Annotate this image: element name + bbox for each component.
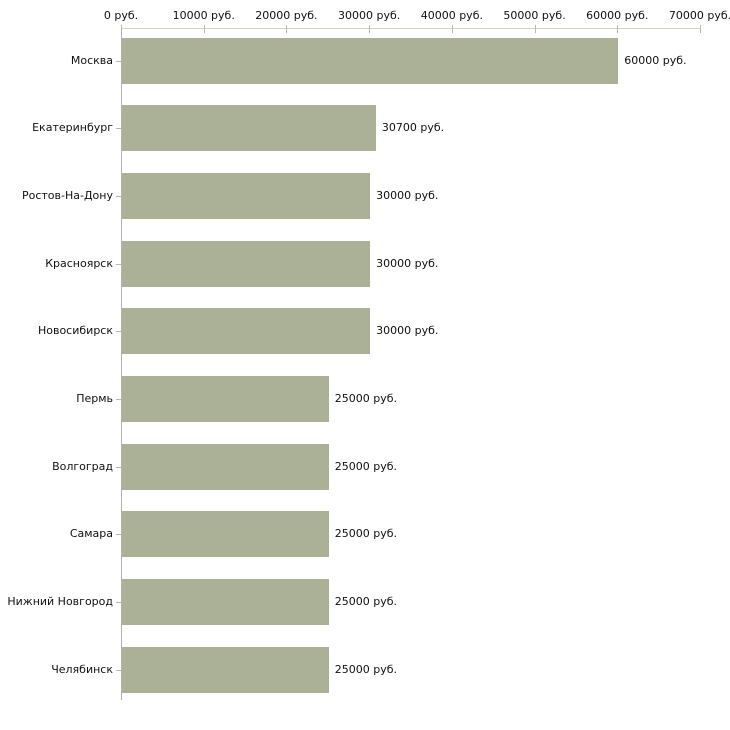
bar xyxy=(122,172,371,219)
value-label: 25000 руб. xyxy=(334,459,398,473)
value-label: 30000 руб. xyxy=(376,256,439,270)
category-tick xyxy=(116,399,121,400)
value-label: 30700 руб. xyxy=(381,121,445,135)
category-label: Челябинск xyxy=(51,662,113,676)
x-axis-tick-label: 30000 руб. xyxy=(338,9,401,22)
category-tick xyxy=(116,263,121,265)
x-axis-tick xyxy=(617,25,619,33)
value-label: 60000 руб. xyxy=(624,53,687,67)
value-label: 30000 руб. xyxy=(376,324,439,338)
x-axis-tick xyxy=(700,25,701,33)
category-tick xyxy=(116,669,121,671)
category-label: Волгоград xyxy=(52,459,113,473)
bar xyxy=(122,646,329,693)
category-label: Нижний Новгород xyxy=(7,595,113,609)
category-label: Самара xyxy=(69,527,113,541)
category-tick xyxy=(116,60,121,62)
category-tick xyxy=(116,331,121,333)
bar xyxy=(122,105,376,152)
x-axis-tick xyxy=(534,25,536,33)
category-label: Новосибирск xyxy=(37,324,113,338)
value-label: 25000 руб. xyxy=(334,527,398,541)
value-label: 25000 руб. xyxy=(334,392,398,405)
bar xyxy=(122,37,619,84)
value-label: 30000 руб. xyxy=(376,188,439,202)
x-axis-tick-label: 70000 руб. xyxy=(668,9,730,22)
x-axis-tick xyxy=(121,25,122,33)
x-axis-tick xyxy=(451,25,453,33)
x-axis-tick-label: 60000 руб. xyxy=(586,9,649,22)
bar xyxy=(122,511,329,558)
x-axis-tick xyxy=(203,25,205,33)
bar xyxy=(122,376,329,422)
y-axis-line xyxy=(121,28,122,700)
category-tick xyxy=(116,128,121,130)
bar xyxy=(122,240,371,287)
category-label: Москва xyxy=(70,53,113,67)
category-tick xyxy=(116,602,121,604)
category-tick xyxy=(116,195,121,197)
x-axis-tick xyxy=(286,25,288,33)
x-axis-tick-label: 20000 руб. xyxy=(255,9,318,22)
bar xyxy=(122,443,329,490)
category-label: Пермь xyxy=(76,392,113,405)
x-axis-line xyxy=(121,28,700,29)
x-axis-tick-label: 0 руб. xyxy=(103,9,139,22)
category-label: Ростов-На-Дону xyxy=(21,188,113,202)
bar xyxy=(122,579,329,626)
category-label: Красноярск xyxy=(45,256,113,270)
category-label: Екатеринбург xyxy=(32,121,113,135)
x-axis-tick-label: 50000 руб. xyxy=(503,9,566,22)
category-tick xyxy=(116,466,121,468)
category-tick xyxy=(116,534,121,536)
x-axis-tick xyxy=(369,25,371,33)
bar xyxy=(122,308,371,355)
x-axis-tick-label: 10000 руб. xyxy=(172,9,235,22)
value-label: 25000 руб. xyxy=(334,662,398,676)
x-axis-tick-label: 40000 руб. xyxy=(420,9,483,22)
value-label: 25000 руб. xyxy=(334,595,398,609)
